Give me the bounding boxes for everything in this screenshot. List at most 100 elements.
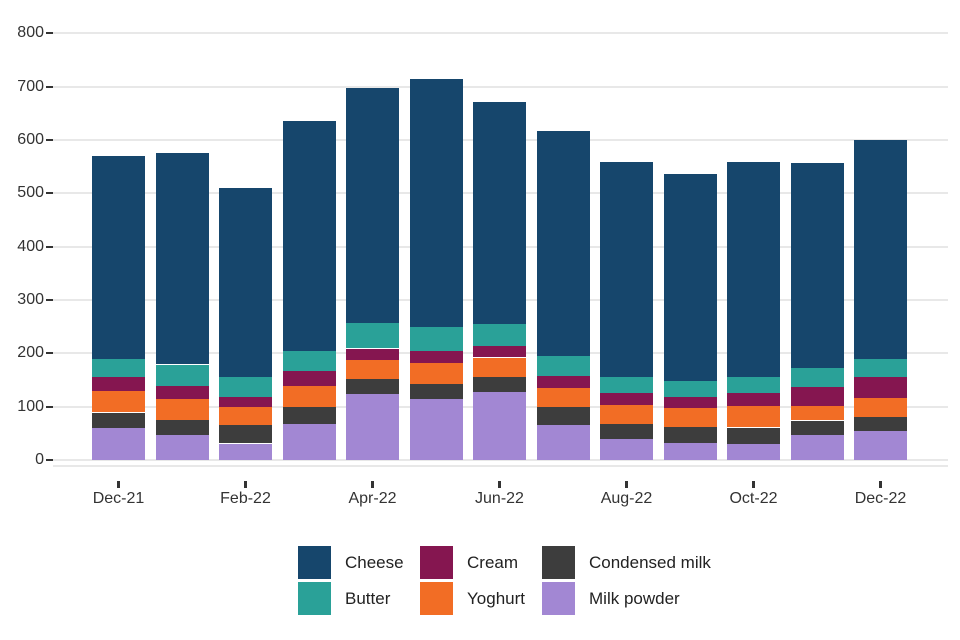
bar-segment-cream-feb-22 (219, 397, 272, 408)
bar-segment-yoghurt-sep-22 (663, 408, 717, 427)
bar-segment-yoghurt-dec-22 (854, 398, 907, 417)
bar-segment-butter-feb-22 (219, 377, 272, 397)
bar-segment-milk-powder-jul-22 (536, 424, 590, 460)
bar-segment-cream-jun-22 (473, 345, 526, 358)
bar-segment-milk-powder-sep-22 (663, 442, 717, 460)
y-axis-label-300: 300 (17, 290, 44, 308)
bar-segment-cheese-jul-22 (536, 130, 590, 356)
y-axis-tick-300 (46, 298, 53, 301)
y-axis-tick-700 (46, 85, 53, 88)
x-axis-tick-apr-22 (371, 481, 374, 488)
bar-segment-cream-jan-22 (155, 386, 209, 399)
legend: Cheese Butter Cream Yoghurt Condensed milk Mi… (298, 546, 728, 616)
legend-swatch-butter (298, 582, 331, 615)
legend-swatch-cheese (298, 546, 331, 579)
legend-swatch-cream (420, 546, 453, 579)
bar-segment-cream-aug-22 (600, 392, 653, 406)
x-axis-label-jun-22: Jun-22 (475, 490, 524, 507)
gridline-0 (53, 459, 948, 461)
x-axis-tick-feb-22 (244, 481, 247, 488)
bar-segment-cheese-jun-22 (473, 102, 526, 324)
bar-segment-cream-nov-22 (790, 386, 844, 406)
bar-segment-yoghurt-jul-22 (536, 388, 590, 408)
bar-segment-milk-powder-feb-22 (219, 443, 272, 460)
bar-segment-milk-powder-dec-22 (854, 431, 907, 460)
y-axis-tick-500 (46, 192, 53, 195)
y-axis-tick-0 (46, 459, 53, 461)
bar-segment-yoghurt-dec-21 (92, 390, 145, 413)
bar-segment-butter-sep-22 (663, 380, 717, 397)
gridline-700 (53, 85, 948, 88)
x-axis-label-feb-22: Feb-22 (220, 490, 271, 507)
bar-segment-yoghurt-feb-22 (219, 407, 272, 426)
y-axis-tick-400 (46, 245, 53, 248)
bar-segment-cream-may-22 (409, 351, 463, 363)
bar-segment-condensed-milk-jun-22 (473, 377, 526, 393)
y-axis-label-700: 700 (17, 77, 44, 95)
bar-segment-cheese-mar-22 (282, 120, 336, 351)
bar-segment-butter-jul-22 (536, 356, 590, 376)
y-axis-label-0: 0 (35, 451, 44, 468)
y-axis-label-800: 800 (17, 24, 44, 42)
y-axis-tick-600 (46, 138, 53, 141)
bar-segment-milk-powder-mar-22 (282, 423, 336, 460)
bar-segment-condensed-milk-apr-22 (346, 379, 399, 395)
bar-segment-butter-jun-22 (473, 324, 526, 346)
bar-segment-cream-sep-22 (663, 396, 717, 409)
bar-segment-butter-dec-21 (92, 358, 145, 377)
bar-segment-cheese-dec-21 (92, 155, 145, 359)
bar-segment-cheese-sep-22 (663, 174, 717, 381)
y-axis-label-500: 500 (17, 184, 44, 202)
bar-segment-milk-powder-apr-22 (346, 394, 399, 460)
legend-label-milk-powder: Milk powder (589, 589, 680, 608)
x-axis-line (53, 465, 948, 467)
y-axis-tick-800 (46, 32, 53, 35)
bar-segment-cream-dec-22 (854, 377, 907, 399)
bar-segment-milk-powder-jan-22 (155, 434, 209, 460)
bar-segment-yoghurt-may-22 (409, 362, 463, 385)
bar-segment-milk-powder-jun-22 (473, 392, 526, 460)
x-axis-label-dec-22: Dec-22 (854, 490, 907, 507)
bar-segment-condensed-milk-mar-22 (282, 407, 336, 424)
legend-swatch-condensed-milk (542, 546, 575, 579)
bar-segment-cream-oct-22 (727, 392, 780, 407)
bar-segment-condensed-milk-sep-22 (663, 426, 717, 443)
bar-segment-butter-dec-22 (854, 359, 907, 378)
bar-segment-cream-dec-21 (92, 376, 145, 391)
bar-segment-condensed-milk-nov-22 (790, 420, 844, 435)
bar-segment-cream-apr-22 (346, 348, 399, 361)
bar-segment-milk-powder-may-22 (409, 399, 463, 460)
bar-segment-cheese-may-22 (409, 79, 463, 328)
legend-label-cheese: Cheese (345, 553, 404, 572)
bar-segment-condensed-milk-may-22 (409, 384, 463, 400)
legend-label-yoghurt: Yoghurt (467, 589, 525, 608)
bar-segment-butter-nov-22 (790, 367, 844, 387)
bar-segment-milk-powder-aug-22 (600, 439, 653, 460)
bar-segment-yoghurt-jan-22 (155, 398, 209, 420)
bar-segment-milk-powder-oct-22 (727, 444, 780, 460)
x-axis-label-apr-22: Apr-22 (348, 490, 397, 507)
y-axis-tick-200 (46, 352, 53, 355)
bar-segment-condensed-milk-aug-22 (600, 424, 653, 440)
bar-segment-milk-powder-nov-22 (790, 434, 844, 460)
bar-segment-cream-mar-22 (282, 371, 336, 387)
gridline-800 (53, 32, 948, 35)
x-axis-label-oct-22: Oct-22 (729, 490, 778, 507)
bar-segment-milk-powder-dec-21 (92, 428, 145, 460)
legend-swatch-yoghurt (420, 582, 453, 615)
bar-segment-cheese-nov-22 (790, 162, 844, 368)
bar-segment-condensed-milk-feb-22 (219, 425, 272, 444)
x-axis-tick-oct-22 (752, 481, 755, 488)
bar-segment-butter-apr-22 (346, 322, 399, 349)
bar-segment-yoghurt-jun-22 (473, 357, 526, 378)
bar-segment-butter-may-22 (409, 327, 463, 352)
bar-segment-condensed-milk-oct-22 (727, 427, 780, 444)
bar-segment-cheese-oct-22 (727, 161, 780, 377)
y-axis-label-200: 200 (17, 344, 44, 362)
x-axis-tick-dec-21 (117, 481, 120, 488)
bar-segment-condensed-milk-dec-22 (854, 416, 907, 432)
legend-swatch-milk-powder (542, 582, 575, 615)
legend-label-condensed-milk: Condensed milk (589, 553, 711, 572)
bar-segment-cream-jul-22 (536, 375, 590, 388)
